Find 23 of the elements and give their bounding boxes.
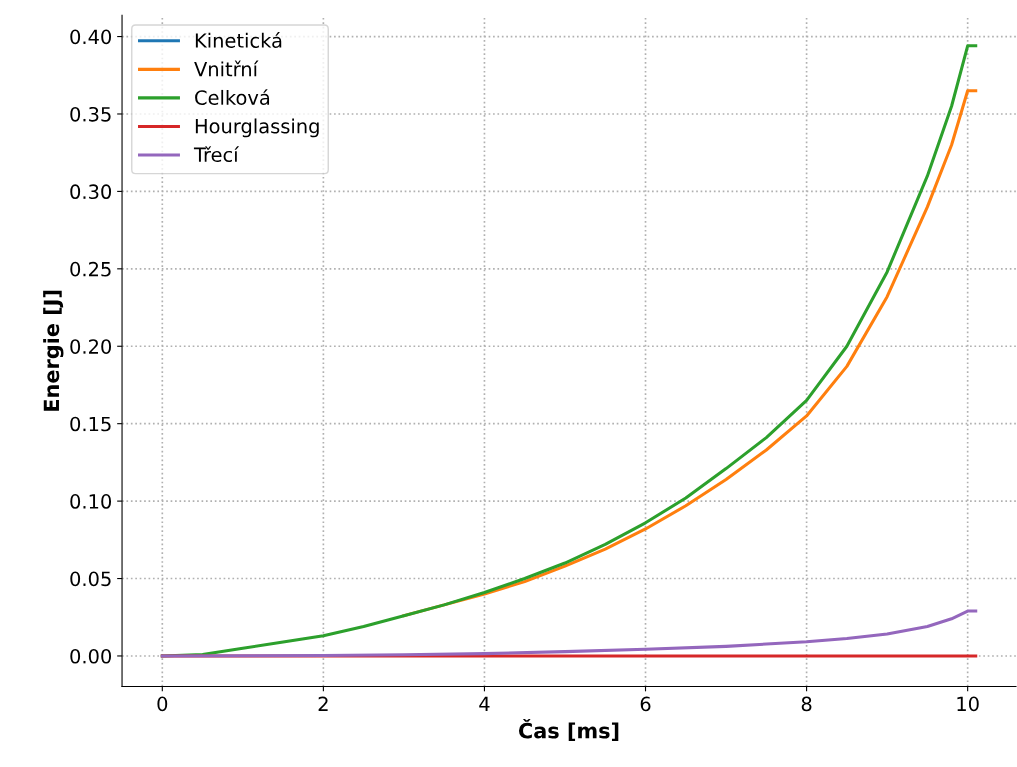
legend-label: Kinetická	[195, 32, 282, 48]
legend-label: Třecí	[193, 146, 240, 163]
y-tick-label: 0.20	[70, 339, 112, 354]
y-tick-label: 0.30	[70, 184, 112, 200]
y-tick-label: 0.35	[70, 106, 111, 122]
y-tick-label: 0.10	[70, 494, 112, 509]
x-tick-label: 10	[957, 696, 979, 712]
x-axis-title: Čas [ms]	[518, 718, 619, 741]
legend-label: Vnitřní	[194, 60, 259, 77]
x-tick-label: 0	[157, 696, 168, 712]
y-tick-label: 0.15	[70, 416, 111, 432]
y-tick-label: 0.25	[70, 261, 111, 277]
legend-label: Celková	[195, 89, 270, 105]
legend-label: Hourglassing	[195, 118, 319, 138]
x-tick-label: 4	[479, 696, 490, 711]
x-tick-label: 2	[318, 696, 328, 711]
line-series	[160, 609, 978, 658]
y-axis-title: Energie [J]	[43, 290, 64, 411]
y-tick-label: 0.00	[70, 648, 112, 664]
x-tick-label: 8	[801, 696, 812, 712]
y-tick-label: 0.05	[70, 571, 111, 587]
y-tick-label: 0.40	[70, 29, 112, 45]
x-tick-label: 6	[640, 696, 651, 712]
